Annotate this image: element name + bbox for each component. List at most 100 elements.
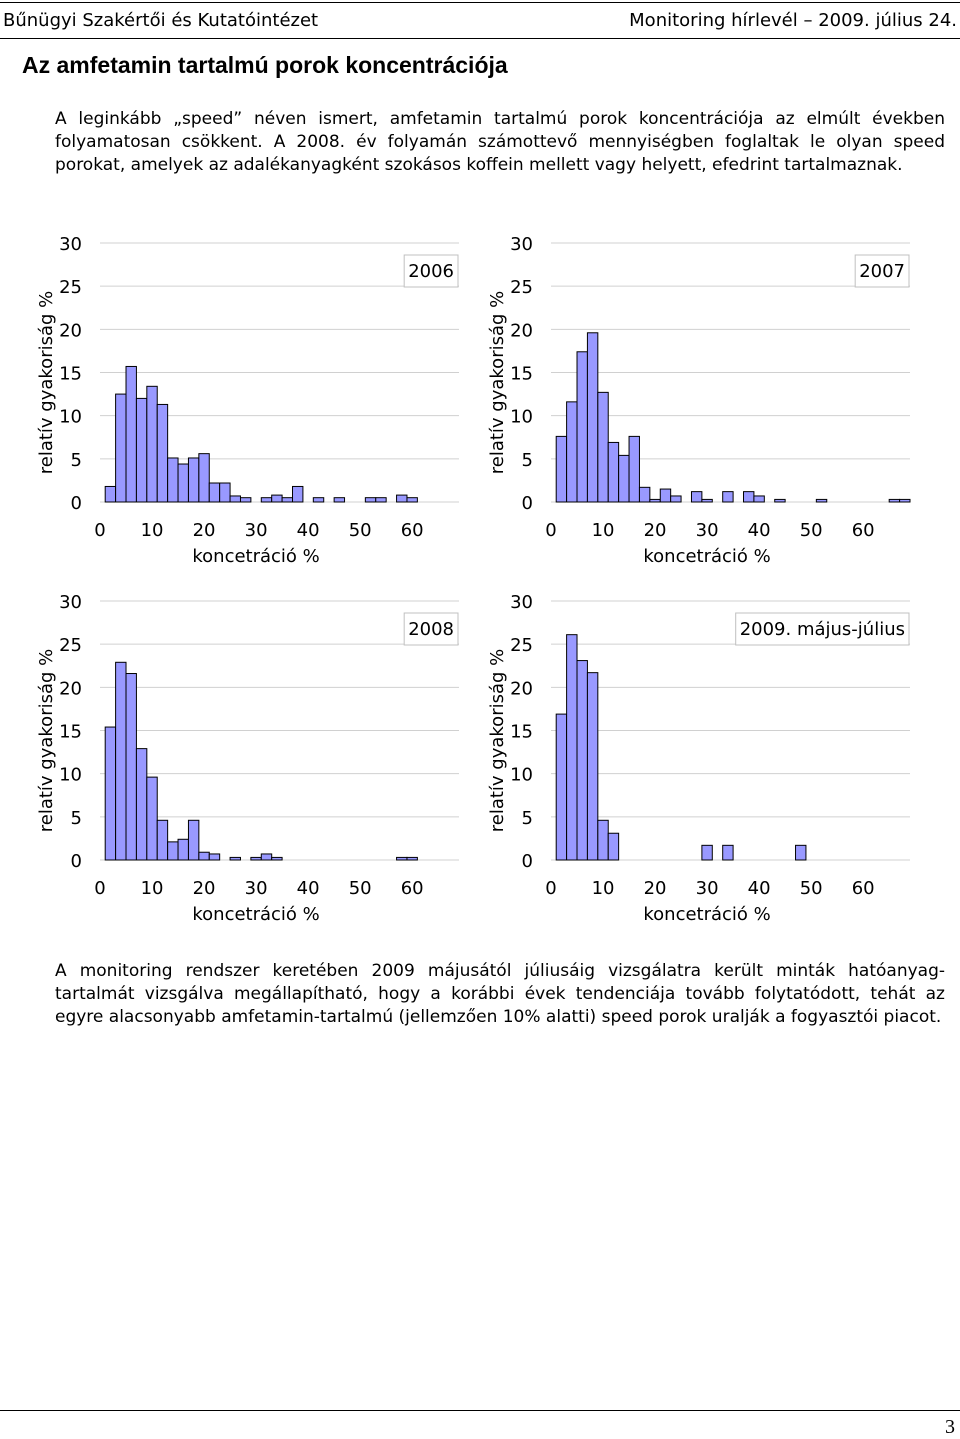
y-axis-label: relatív gyakoriság % (36, 649, 57, 833)
bar (618, 454, 630, 503)
y-tick-label: 10 (59, 407, 82, 428)
x-tick-label: 40 (297, 878, 320, 899)
y-tick-label: 15 (510, 364, 533, 385)
bar (607, 441, 620, 503)
bar (156, 819, 169, 861)
bar (167, 841, 179, 861)
bar (607, 832, 620, 861)
y-tick-label: 5 (71, 450, 82, 471)
x-tick-label: 20 (193, 520, 216, 541)
header-rule (0, 2, 960, 3)
x-tick-label: 60 (852, 878, 875, 899)
x-tick-label: 50 (800, 520, 823, 541)
bar (208, 482, 221, 503)
bar (722, 844, 734, 861)
x-tick-label: 10 (592, 520, 615, 541)
bar (743, 491, 755, 503)
y-tick-label: 30 (59, 234, 82, 255)
bar (125, 365, 137, 503)
x-tick-label: 20 (644, 878, 667, 899)
chart: 0 5 10 15 20 25 30 0 10 20 30 40 50 60 koncetráció % re… (36, 592, 459, 925)
x-tick-label: 60 (401, 878, 424, 899)
legend-box (854, 254, 910, 288)
legend-box (403, 254, 459, 288)
bar (566, 634, 578, 861)
bar (396, 494, 408, 503)
y-tick-label: 20 (510, 320, 533, 341)
bar (597, 391, 609, 503)
x-axis-label: koncetráció % (192, 904, 319, 925)
legend-label: 2007 (859, 261, 905, 282)
y-tick-label: 0 (522, 851, 533, 872)
y-tick-label: 30 (510, 592, 533, 613)
header-rule (0, 38, 960, 39)
x-tick-label: 50 (349, 520, 372, 541)
bar (177, 463, 189, 503)
x-axis-label: koncetráció % (643, 546, 770, 567)
page-number: 3 (945, 1416, 955, 1438)
y-tick-label: 10 (510, 407, 533, 428)
bar (638, 486, 651, 503)
bar (795, 844, 807, 861)
x-tick-label: 60 (852, 520, 875, 541)
x-tick-label: 30 (245, 878, 268, 899)
bar (701, 498, 713, 503)
x-tick-label: 40 (297, 520, 320, 541)
bar (555, 435, 568, 503)
bar (406, 497, 418, 503)
x-tick-label: 50 (800, 878, 823, 899)
y-axis-label: relatív gyakoriság % (487, 291, 508, 475)
y-tick-label: 15 (510, 722, 533, 743)
x-tick-label: 20 (193, 878, 216, 899)
bar (177, 838, 189, 861)
y-tick-label: 0 (522, 493, 533, 514)
bar (888, 498, 901, 503)
bar (167, 457, 179, 503)
legend-label: 2009. május-július (740, 619, 905, 640)
bar (292, 485, 304, 503)
bar (146, 385, 158, 503)
bar (312, 497, 325, 503)
y-tick-label: 0 (71, 493, 82, 514)
bar (774, 498, 786, 503)
title: Az amfetamin tartalmú porok koncentráció… (22, 52, 508, 78)
bar (281, 497, 294, 503)
y-tick-label: 30 (59, 592, 82, 613)
y-tick-label: 0 (71, 851, 82, 872)
bar (271, 856, 283, 861)
x-tick-label: 0 (94, 878, 105, 899)
bar (566, 401, 578, 503)
chart: 0 5 10 15 20 25 30 0 10 20 30 40 50 60 koncetráció % re… (36, 234, 459, 567)
y-tick-label: 10 (510, 765, 533, 786)
x-tick-label: 30 (696, 878, 719, 899)
bar (271, 494, 283, 503)
bar (156, 403, 169, 503)
x-tick-label: 30 (696, 520, 719, 541)
x-axis-label: koncetráció % (192, 546, 319, 567)
y-axis-label: relatív gyakoriság % (36, 291, 57, 475)
footer-rule (0, 1410, 960, 1411)
y-tick-label: 25 (59, 277, 82, 298)
x-tick-label: 0 (94, 520, 105, 541)
x-tick-label: 50 (349, 878, 372, 899)
y-axis-label: relatív gyakoriság % (487, 649, 508, 833)
header-left: Bűnügyi Szakértői és Kutatóintézet (3, 10, 319, 31)
chart: 0 5 10 15 20 25 30 0 10 20 30 40 50 60 koncetráció % re… (487, 592, 910, 925)
bar (597, 819, 609, 861)
x-axis-label: koncetráció % (643, 904, 770, 925)
bar (815, 498, 828, 503)
bar (333, 497, 346, 503)
legend-box (735, 612, 910, 646)
bar (135, 748, 148, 861)
bar (364, 497, 377, 503)
bar (375, 497, 387, 503)
bar (250, 856, 262, 861)
y-tick-label: 5 (522, 450, 533, 471)
bar (135, 397, 148, 503)
bar (187, 457, 200, 503)
y-tick-label: 20 (59, 320, 82, 341)
bar (115, 393, 127, 503)
bar (701, 844, 713, 861)
bar (406, 856, 418, 861)
